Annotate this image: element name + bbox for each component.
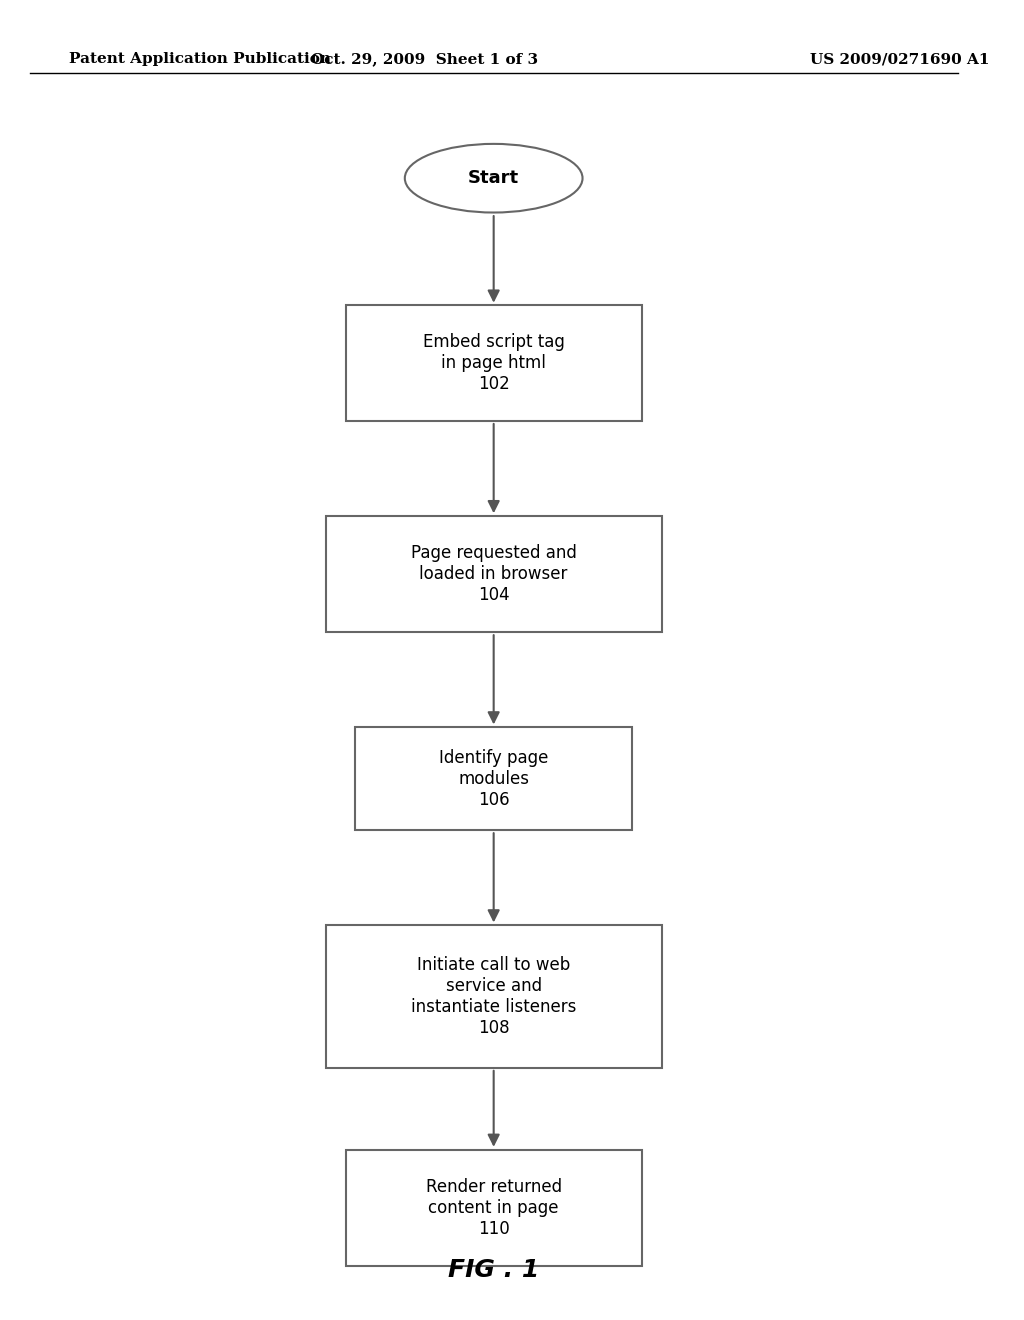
Text: Page requested and
loaded in browser
104: Page requested and loaded in browser 104 bbox=[411, 544, 577, 605]
Text: Render returned
content in page
110: Render returned content in page 110 bbox=[426, 1177, 562, 1238]
Ellipse shape bbox=[404, 144, 583, 213]
Text: Patent Application Publication: Patent Application Publication bbox=[69, 53, 331, 66]
FancyBboxPatch shape bbox=[355, 727, 632, 830]
FancyBboxPatch shape bbox=[345, 1150, 642, 1266]
FancyBboxPatch shape bbox=[326, 516, 662, 632]
Text: US 2009/0271690 A1: US 2009/0271690 A1 bbox=[810, 53, 989, 66]
Text: FIG . 1: FIG . 1 bbox=[449, 1258, 540, 1282]
Text: Embed script tag
in page html
102: Embed script tag in page html 102 bbox=[423, 333, 564, 393]
Text: Identify page
modules
106: Identify page modules 106 bbox=[439, 748, 549, 809]
Text: Oct. 29, 2009  Sheet 1 of 3: Oct. 29, 2009 Sheet 1 of 3 bbox=[311, 53, 539, 66]
Text: Start: Start bbox=[468, 169, 519, 187]
FancyBboxPatch shape bbox=[345, 305, 642, 421]
Text: Initiate call to web
service and
instantiate listeners
108: Initiate call to web service and instant… bbox=[411, 957, 577, 1036]
FancyBboxPatch shape bbox=[326, 925, 662, 1068]
